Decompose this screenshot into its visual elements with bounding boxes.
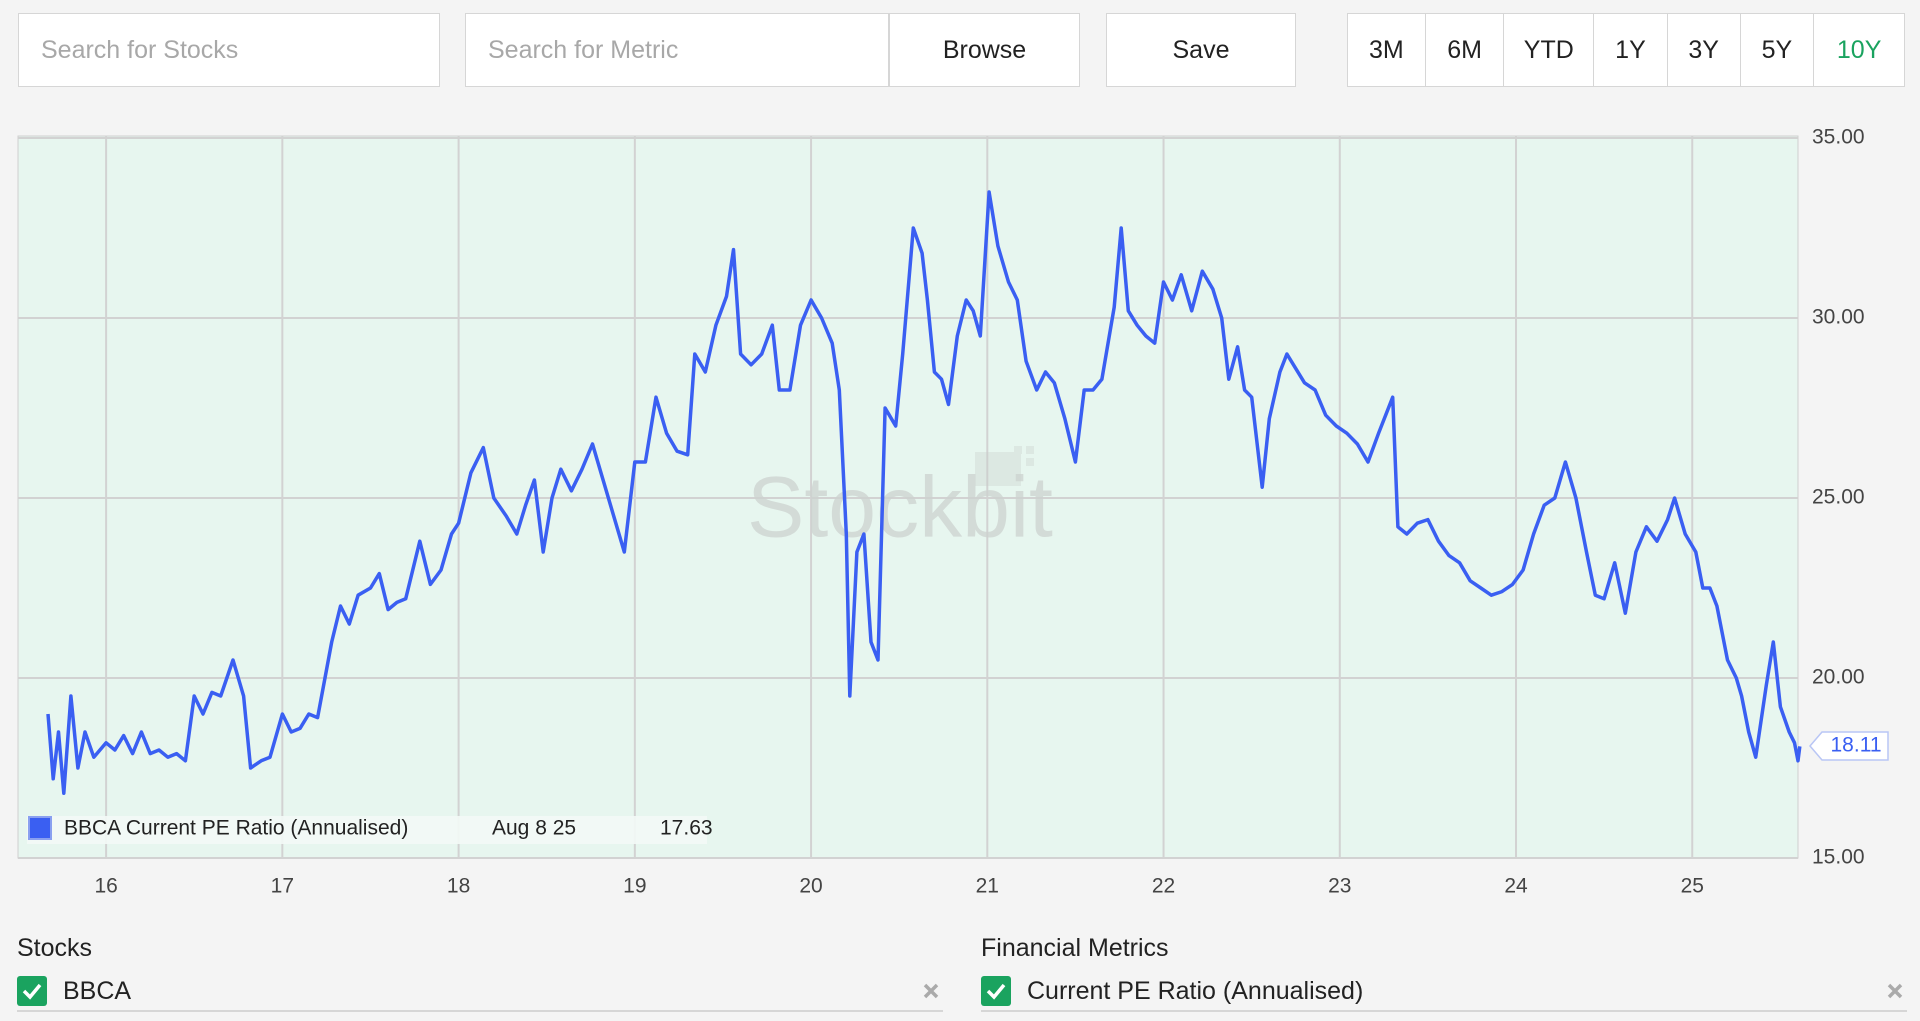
hover-value: 17.63 [660, 817, 713, 840]
y-tick-label: 20.00 [1812, 666, 1865, 689]
legend-label: BBCA Current PE Ratio (Annualised) [64, 817, 408, 840]
x-tick-label: 23 [1328, 875, 1351, 898]
placeholder: Search for Metric [488, 35, 679, 64]
range-button[interactable]: 1Y [1594, 14, 1668, 86]
range-button[interactable]: 5Y [1741, 14, 1815, 86]
line [46, 190, 1802, 795]
check-icon [986, 983, 1006, 1000]
x-tick-label: 20 [799, 875, 822, 898]
last-value-tag [1809, 731, 1889, 761]
x-tick-label: 18 [447, 875, 470, 898]
x-tick-label: 21 [976, 875, 999, 898]
checkbox[interactable] [981, 976, 1011, 1006]
range-button[interactable]: 3M [1348, 14, 1426, 86]
metric-search[interactable]: Search for Metric [465, 13, 889, 87]
y-tick-label: 35.00 [1812, 126, 1865, 149]
placeholder: Search for Stocks [41, 35, 239, 64]
y-tick-label: 30.00 [1812, 306, 1865, 329]
x-tick-label: 25 [1681, 875, 1704, 898]
metrics-title: Financial Metrics [981, 934, 1169, 962]
x-tick-label: 24 [1504, 875, 1528, 898]
checkbox[interactable] [17, 976, 47, 1006]
range-selector: 3M 6M YTD 1Y 3Y 5Y 10Y [1347, 13, 1905, 87]
range-button[interactable]: 6M [1426, 14, 1505, 86]
remove-icon[interactable] [923, 983, 939, 999]
y-tick-label: 15.00 [1812, 846, 1865, 869]
x-tick-label: 22 [1152, 875, 1175, 898]
chart: Stockbit BBCA Current PE Ratio (Annualis… [17, 126, 1889, 898]
range-button[interactable]: YTD [1504, 14, 1595, 86]
stock-item: BBCA [17, 972, 943, 1012]
range-button[interactable]: 10Y [1836, 35, 1882, 64]
remove-icon[interactable] [1887, 983, 1903, 999]
x-tick-label: 17 [271, 875, 294, 898]
watermark: Stockbit [747, 460, 1053, 556]
last-value-label: 18.11 [1831, 734, 1882, 757]
check-icon [22, 983, 42, 1000]
x-tick-label: 16 [94, 875, 117, 898]
x-tick-label: 19 [623, 875, 646, 898]
metric-name: Current PE Ratio (Annualised) [1027, 976, 1364, 1005]
save-button[interactable]: Save [1106, 13, 1296, 87]
stocks-title: Stocks [17, 934, 93, 962]
stock-search[interactable]: Search for Stocks [18, 13, 440, 87]
stock-name: BBCA [63, 976, 132, 1005]
browse-button[interactable]: Browse [889, 13, 1080, 87]
legend-swatch [28, 816, 52, 840]
legend-bg [27, 816, 707, 844]
range-button[interactable]: 3Y [1668, 14, 1741, 86]
metric-item: Current PE Ratio (Annualised) [981, 972, 1907, 1012]
hover-date: Aug 8 25 [492, 817, 576, 840]
y-tick-label: 25.00 [1812, 486, 1865, 509]
watermark-icon [975, 446, 1034, 486]
